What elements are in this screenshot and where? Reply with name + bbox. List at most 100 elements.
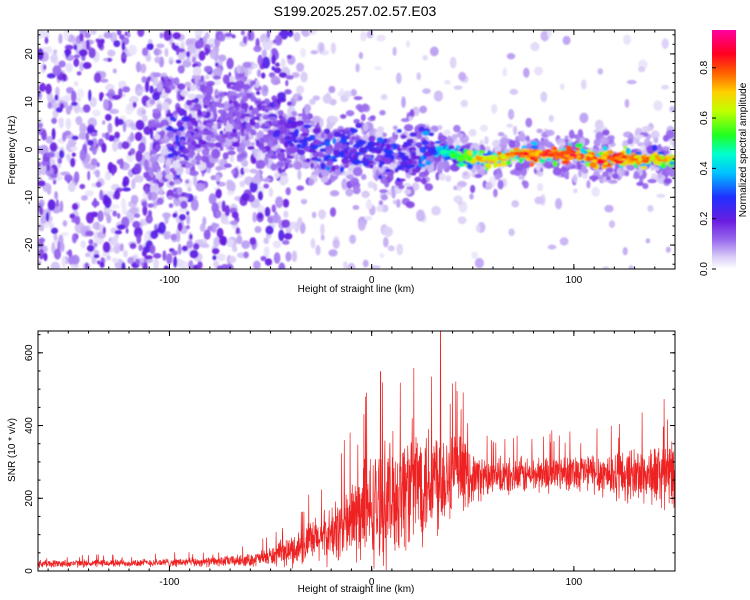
spectral-blob [300, 198, 308, 205]
spectral-blob [323, 128, 331, 135]
spectral-blob [228, 118, 235, 125]
spectral-blob [367, 160, 374, 164]
spectral-blob [266, 30, 271, 39]
spectral-blob [299, 222, 306, 234]
spectral-blob [175, 174, 181, 178]
spectral-blob [521, 145, 528, 149]
spectral-blob [403, 182, 412, 188]
spectral-blob [409, 132, 417, 137]
spectral-blob [58, 150, 65, 159]
spectral-blob [97, 210, 104, 222]
spectral-blob [253, 45, 262, 53]
spectral-blob [438, 172, 446, 181]
spectral-blob [79, 30, 88, 35]
spectral-blob [52, 49, 58, 55]
spectral-blob [346, 174, 354, 180]
x-tick-label: 0 [369, 275, 375, 286]
spectral-blob [136, 233, 142, 245]
spectral-blob [262, 177, 271, 183]
spectral-blob [139, 221, 144, 228]
spectral-blob [210, 175, 217, 181]
spectral-blob [138, 142, 146, 154]
spectral-blob [522, 151, 529, 156]
y-tick-label: 200 [24, 489, 35, 506]
spectral-blob [657, 143, 662, 152]
spectral-blob [70, 90, 77, 103]
spectral-blob [146, 43, 154, 51]
spectral-blob [76, 71, 82, 76]
spectral-blob [392, 152, 400, 157]
spectral-blob [85, 212, 95, 224]
spectral-blob [122, 86, 131, 93]
spectral-blob [128, 44, 138, 56]
spectral-blob [319, 117, 324, 128]
spectral-blob [377, 174, 383, 180]
spectral-blob [283, 232, 293, 240]
spectral-blob [665, 246, 671, 253]
spectral-blob [129, 207, 138, 214]
spectral-blob [235, 227, 241, 234]
spectral-blob [244, 134, 250, 141]
spectral-blob [233, 111, 240, 116]
spectral-blob [140, 262, 144, 267]
spectral-blob [144, 80, 150, 93]
spectral-blob [168, 181, 175, 186]
spectral-blob [522, 180, 529, 189]
spectral-blob [578, 148, 587, 155]
spectral-blob [600, 155, 609, 160]
spectral-blob [274, 62, 280, 67]
spectral-blob [379, 110, 386, 116]
spectral-blob [422, 54, 429, 61]
spectral-blob [653, 137, 659, 144]
spectral-blob [191, 140, 197, 146]
spectral-blob [293, 32, 301, 42]
spectral-blob [545, 129, 555, 137]
spectral-blob [185, 179, 190, 184]
y-tick-label: -10 [24, 190, 35, 205]
spectral-blob [568, 129, 575, 139]
spectral-blob [128, 95, 139, 105]
spectral-blob [142, 262, 148, 269]
spectral-blob [424, 183, 434, 191]
spectral-blob [226, 57, 234, 70]
spectral-blob [297, 95, 303, 101]
spectral-blob [275, 196, 284, 209]
spectral-blob [73, 81, 79, 87]
spectral-blob [64, 130, 72, 136]
spectral-blob [540, 159, 546, 164]
spectral-blob [145, 214, 153, 224]
spectral-blob [624, 170, 630, 177]
spectral-blob [270, 154, 278, 160]
spectral-blob [214, 95, 219, 99]
spectral-blob [87, 139, 94, 146]
spectral-blob [38, 224, 45, 232]
spectral-blob [228, 75, 235, 84]
spectral-blob [372, 142, 380, 146]
spectral-blob [647, 204, 654, 213]
spectral-blob [169, 116, 176, 122]
spectral-blob [249, 81, 254, 87]
spectral-blob [663, 177, 673, 184]
spectral-blob [76, 88, 85, 99]
spectral-blob [223, 119, 227, 127]
spectral-blob [229, 220, 239, 226]
spectral-blob [580, 164, 587, 173]
spectral-blob [297, 113, 305, 117]
spectral-blob [134, 131, 143, 142]
spectral-blob [638, 66, 646, 73]
spectral-blob [273, 252, 281, 264]
spectral-blob [163, 30, 173, 41]
spectral-blob [294, 153, 299, 162]
spectral-blob [38, 122, 44, 129]
spectral-blob [209, 49, 217, 60]
spectral-blob [405, 40, 411, 48]
spectral-blob [628, 265, 634, 269]
spectral-blob [278, 229, 285, 242]
spectral-blob [143, 126, 152, 135]
spectral-blob [84, 32, 91, 39]
spectral-blob [271, 204, 276, 213]
spectral-blob [272, 139, 279, 146]
spectral-blob [268, 116, 278, 122]
spectral-blob [132, 220, 141, 229]
spectral-blob [224, 112, 230, 119]
